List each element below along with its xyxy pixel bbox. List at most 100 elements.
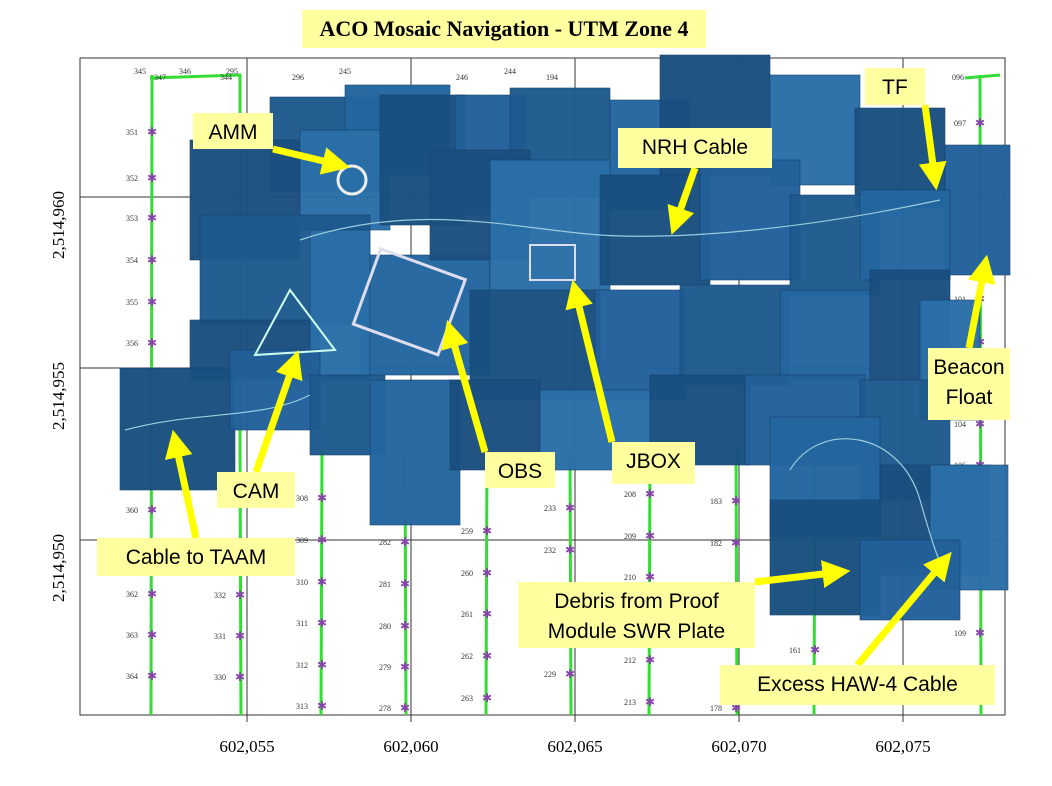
waypoint-star: ✱ [645,653,655,667]
callout-arrow [965,254,996,349]
waypoint-label: 312 [296,661,308,670]
callout-box [193,113,273,149]
cable [299,199,941,241]
waypoint-label: 261 [461,610,473,619]
waypoint-star: ✱ [645,487,655,501]
callout-arrow [854,551,952,668]
waypoint-label: 331 [214,632,226,641]
track-line [964,73,1001,80]
waypoint-star: ✱ [645,529,655,543]
waypoint-label: 109 [954,629,966,638]
waypoint-label: 262 [461,652,473,661]
waypoint-label: 213 [624,698,636,707]
callout-arrow [272,145,351,175]
waypoint-label: 259 [461,527,473,536]
cable [124,394,311,431]
callout-label: TF [882,76,908,99]
waypoint-star: ✱ [400,535,410,549]
waypoint-label: 101 [954,295,966,304]
waypoint-star: ✱ [565,667,575,681]
waypoint-label: 351 [126,128,138,137]
callout-box [618,128,772,168]
waypoint-label: 097 [954,119,966,128]
waypoint-star: ✱ [400,619,410,633]
waypoint-label: 280 [379,622,391,631]
waypoint-star: ✱ [147,171,157,185]
callout-box [865,68,925,105]
x-tick-label: 602,060 [383,737,438,756]
waypoint-star: ✱ [482,649,492,663]
waypoint-star: ✱ [147,336,157,350]
waypoint-label: 260 [461,569,473,578]
waypoint-label: 310 [296,578,308,587]
waypoint-label: 229 [544,670,556,679]
waypoint-star: ✱ [235,670,245,684]
equipment [351,246,468,357]
waypoint-label: 345 [134,67,146,76]
waypoint-label: 279 [379,663,391,672]
callout-arrow [667,166,699,235]
callout-label: OBS [498,460,542,483]
callout-box [720,665,995,705]
waypoint-label: 096 [952,73,964,82]
callout-label: Module SWR Plate [548,620,725,643]
callout-label: Excess HAW-4 Cable [757,673,958,696]
waypoint-label: 212 [624,656,636,665]
track-line [319,449,324,716]
waypoint-star: ✱ [147,295,157,309]
waypoint-star: ✱ [975,116,985,130]
waypoint-label: 362 [126,590,138,599]
equipment [336,164,368,196]
waypoint-label: 263 [461,694,473,703]
callout-arrow [918,104,947,191]
y-tick-label: 2,514,960 [49,191,68,259]
waypoint-star: ✱ [317,658,327,672]
waypoint-star: ✱ [147,211,157,225]
x-tick-label: 602,065 [547,737,602,756]
callout-arrow [754,560,851,588]
waypoint-label: 296 [292,73,304,82]
waypoint-star: ✱ [317,616,327,630]
waypoint-label: 232 [544,546,556,555]
waypoint-label: 353 [126,214,138,223]
waypoint-label: 355 [126,298,138,307]
waypoint-star: ✱ [482,607,492,621]
waypoint-label: 210 [624,573,636,582]
waypoint-star: ✱ [400,660,410,674]
waypoint-label: 161 [789,646,801,655]
mosaic-tile [699,159,801,281]
waypoint-label: 194 [546,73,558,82]
mosaic-tile [859,189,951,281]
callout-label: CAM [233,480,280,503]
waypoint-star: ✱ [400,577,410,591]
waypoint-label: 282 [379,538,391,547]
callout-label: AMM [209,121,258,144]
waypoint-label: 354 [126,256,138,265]
callout-label: Cable to TAAM [126,546,266,569]
mosaic-tile [359,254,491,376]
waypoint-label: 182 [710,539,722,548]
callout-box [97,538,295,576]
waypoint-label: 209 [624,532,636,541]
mosaic-tile [859,539,961,621]
waypoint-star: ✱ [147,253,157,267]
y-tick-label: 2,514,955 [49,362,68,430]
waypoint-label: 183 [710,497,722,506]
waypoint-star: ✱ [235,629,245,643]
callout-box [518,582,755,648]
callout-arrow [565,279,616,443]
callout-label: JBOX [626,450,681,473]
waypoint-star: ✱ [975,417,985,431]
waypoint-label: 311 [296,619,308,628]
waypoint-label: 278 [379,704,391,713]
waypoint-star: ✱ [645,570,655,584]
waypoint-star: ✱ [147,669,157,683]
waypoint-label: 356 [126,339,138,348]
callout-label: Float [946,386,993,409]
waypoint-star: ✱ [482,691,492,705]
callout-label: Beacon [933,356,1004,379]
callout-box [928,348,1010,420]
waypoint-label: 364 [126,672,138,681]
waypoint-star: ✱ [731,536,741,550]
